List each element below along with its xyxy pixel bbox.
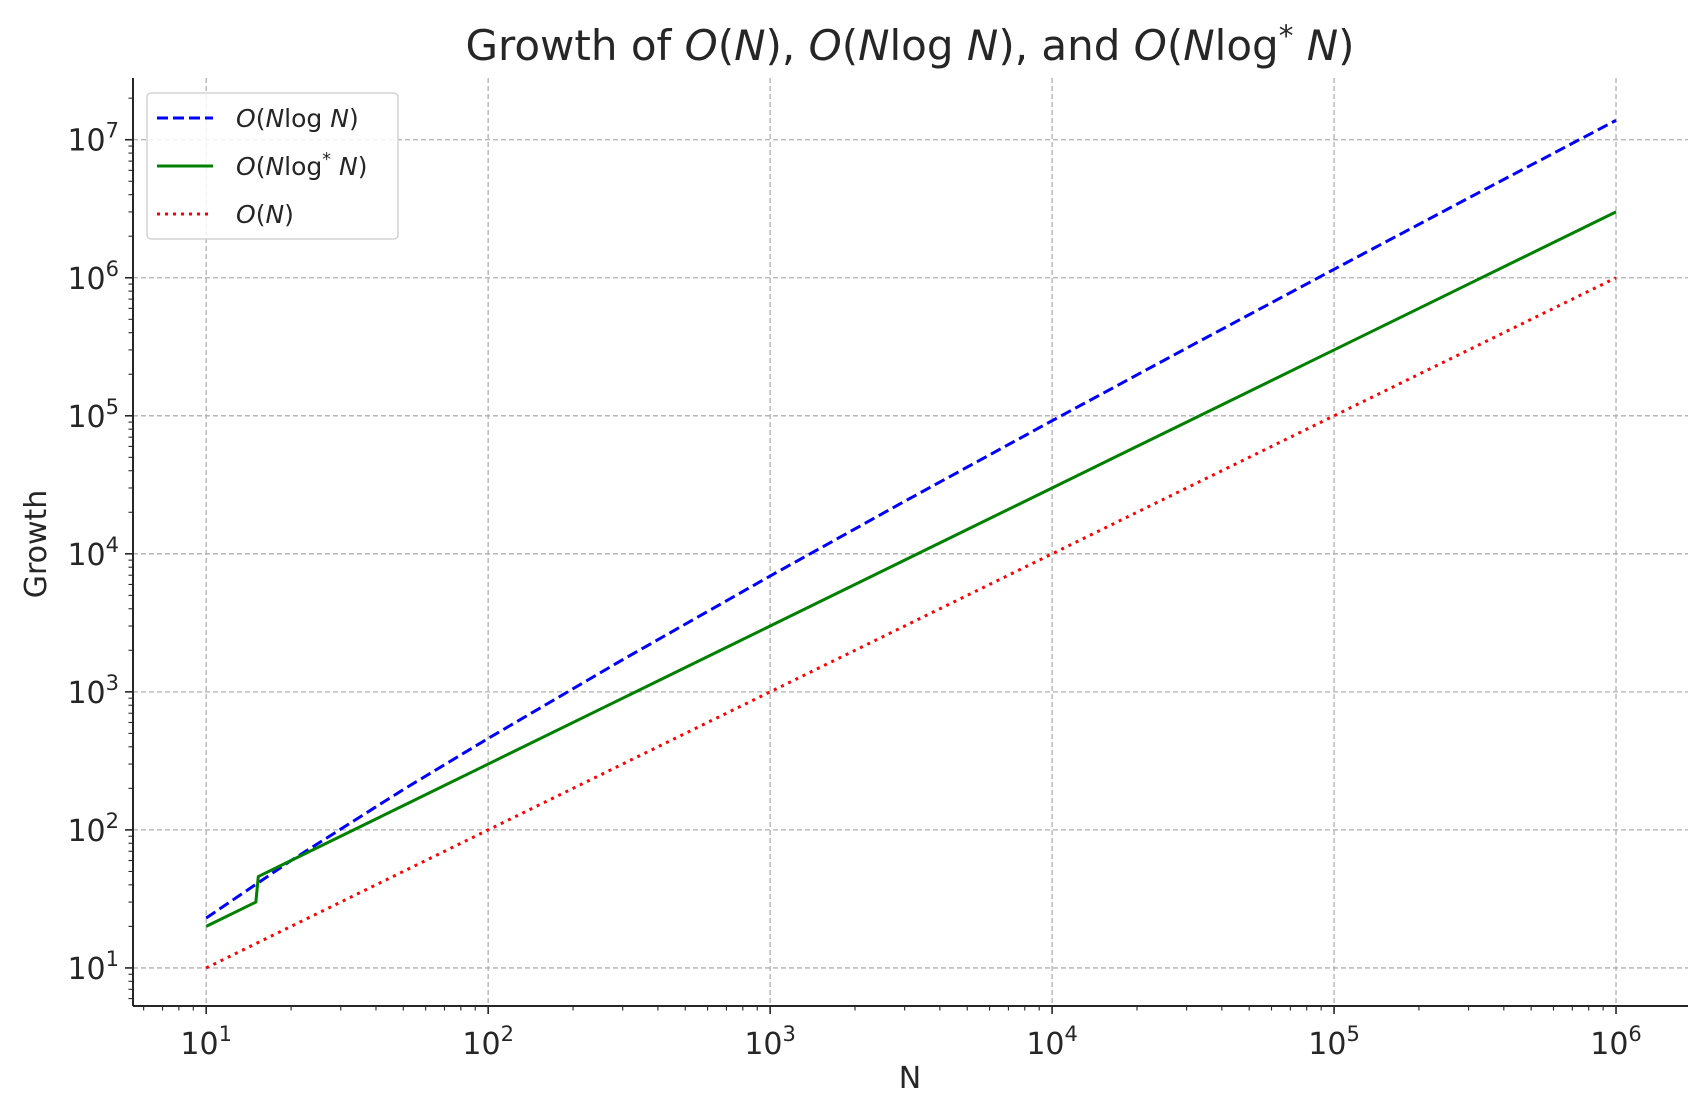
y-tick-label: 107 xyxy=(67,119,119,159)
series-line-1 xyxy=(205,210,1617,928)
y-tick-exponent: 4 xyxy=(106,533,119,557)
y-tick-base: 10 xyxy=(67,262,105,297)
chart-title: Growth of O(N), O(Nlog N), and O(Nlog* N… xyxy=(465,19,1354,70)
y-tick-base: 10 xyxy=(67,124,105,159)
y-tick-label: 105 xyxy=(67,395,119,435)
y-tick-label: 101 xyxy=(67,947,119,987)
y-axis-title: Growth xyxy=(19,490,54,599)
x-tick-base: 10 xyxy=(462,1027,500,1062)
y-tick-label: 104 xyxy=(67,533,119,573)
y-tick-base: 10 xyxy=(67,952,105,987)
x-tick-label: 101 xyxy=(180,1022,232,1062)
x-tick-exponent: 5 xyxy=(1346,1022,1359,1046)
y-tick-exponent: 7 xyxy=(106,119,119,143)
x-tick-label: 103 xyxy=(744,1022,796,1062)
x-axis-title: N xyxy=(899,1061,921,1096)
y-tick-base: 10 xyxy=(67,538,105,573)
x-tick-base: 10 xyxy=(1026,1027,1064,1062)
x-tick-base: 10 xyxy=(744,1027,782,1062)
x-tick-label: 106 xyxy=(1590,1022,1642,1062)
y-tick-exponent: 6 xyxy=(106,257,119,281)
y-tick-base: 10 xyxy=(67,676,105,711)
series-line-2 xyxy=(205,276,1617,970)
y-tick-label: 102 xyxy=(67,809,119,849)
x-tick-exponent: 3 xyxy=(783,1022,796,1046)
x-tick-exponent: 2 xyxy=(501,1022,514,1046)
x-tick-base: 10 xyxy=(1590,1027,1628,1062)
legend-box xyxy=(146,92,399,240)
y-tick-exponent: 5 xyxy=(106,395,119,419)
y-tick-exponent: 1 xyxy=(106,947,119,971)
y-tick-exponent: 2 xyxy=(106,809,119,833)
x-tick-exponent: 1 xyxy=(219,1022,232,1046)
y-tick-label: 103 xyxy=(67,671,119,711)
y-tick-base: 10 xyxy=(67,400,105,435)
y-tick-label: 106 xyxy=(67,257,119,297)
x-tick-label: 105 xyxy=(1308,1022,1360,1062)
legend: O(Nlog N) O(Nlog* N) O(N) xyxy=(146,92,399,240)
legend-label-n: O(N) xyxy=(236,200,294,229)
x-tick-label: 104 xyxy=(1026,1022,1078,1062)
series-lines xyxy=(205,119,1617,970)
y-tick-base: 10 xyxy=(67,814,105,849)
series-line-0 xyxy=(205,119,1617,920)
legend-label-nlogstar: O(Nlog* N) xyxy=(236,150,367,181)
x-tick-base: 10 xyxy=(180,1027,218,1062)
x-tick-exponent: 6 xyxy=(1628,1022,1641,1046)
y-tick-exponent: 3 xyxy=(106,671,119,695)
legend-label-nlogn: O(Nlog N) xyxy=(236,104,359,133)
x-tick-label: 102 xyxy=(462,1022,514,1062)
x-tick-base: 10 xyxy=(1308,1027,1346,1062)
grid xyxy=(133,78,1688,1006)
x-tick-exponent: 4 xyxy=(1065,1022,1078,1046)
